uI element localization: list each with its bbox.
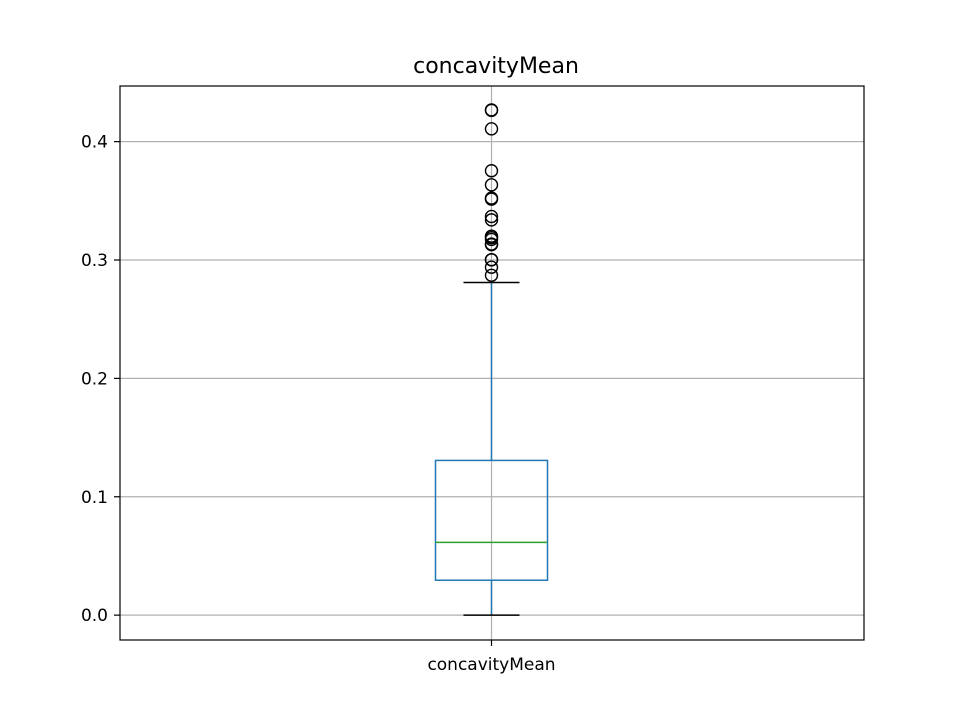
chart-title: concavityMean (413, 54, 579, 79)
y-tick-label: 0.3 (81, 251, 108, 271)
outlier-point (484, 164, 499, 178)
box-layer (434, 281, 549, 616)
outlier-point (484, 237, 499, 251)
outlier-point (484, 213, 499, 227)
outlier-point (484, 209, 499, 224)
y-tick-label: 0.1 (81, 488, 108, 508)
outlier-point (484, 229, 499, 243)
outlier-point (484, 178, 499, 192)
outlier-point (484, 260, 499, 274)
outlier-point (484, 122, 499, 136)
outlier-point (484, 191, 499, 205)
tick-layer: 0.0 0.1 0.2 0.3 0.4 concavityMean (81, 133, 556, 675)
outlier-point (484, 103, 499, 117)
outlier-point (484, 252, 499, 267)
iqr-box (434, 459, 549, 581)
outlier-layer (484, 103, 499, 282)
x-tick-label: concavityMean (427, 655, 555, 675)
y-tick-label: 0.4 (81, 133, 108, 153)
outlier-point (484, 268, 499, 282)
y-tick-label: 0.0 (81, 606, 108, 626)
y-tick-label: 0.2 (81, 369, 108, 389)
